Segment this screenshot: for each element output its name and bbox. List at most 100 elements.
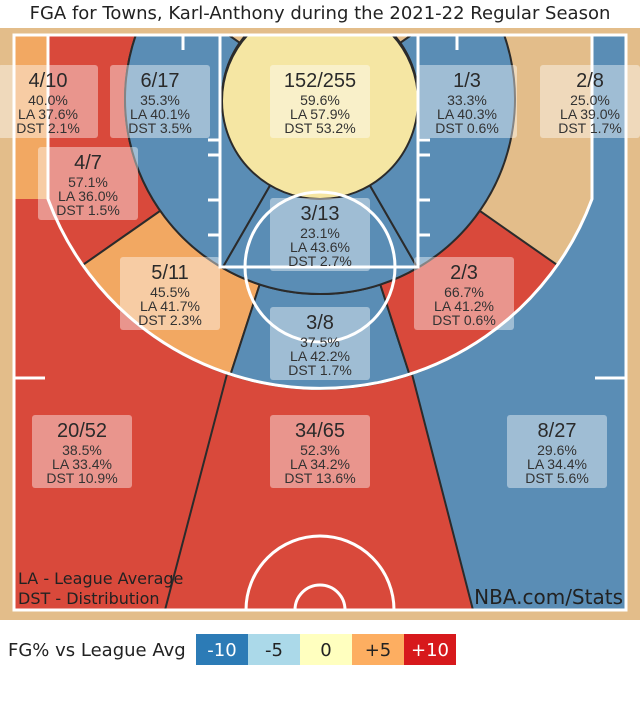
zone-made-att: 4/10 — [29, 70, 68, 92]
legend-swatch — [196, 634, 248, 665]
label-box — [507, 415, 607, 488]
legend-item: -5 — [248, 634, 300, 665]
zone-pct: 66.7% — [444, 284, 484, 300]
zone-dst: DST 1.5% — [56, 202, 120, 218]
center-circle-outer — [244, 534, 396, 611]
divider-right — [411, 373, 474, 611]
zone-la: LA 41.2% — [434, 298, 494, 314]
paint — [218, 33, 420, 269]
label-box — [270, 307, 370, 380]
legend-item-label: -10 — [207, 640, 236, 661]
zone-la: LA 41.7% — [140, 298, 200, 314]
zone-made-att: 3/13 — [301, 203, 340, 225]
label-box — [414, 257, 514, 330]
zone-made-att: 3/8 — [306, 312, 334, 334]
zone-la: LA 34.2% — [290, 456, 350, 472]
zone-corner3_left — [14, 35, 48, 199]
legend-swatch — [248, 634, 300, 665]
zone-la: LA 36.0% — [58, 188, 118, 204]
zone-la: LA 42.2% — [290, 348, 350, 364]
label-box — [270, 198, 370, 271]
legend-swatch — [404, 634, 456, 665]
zone-dst: DST 1.7% — [558, 120, 622, 136]
zone-dst: DST 3.5% — [128, 120, 192, 136]
legend-item-label: 0 — [320, 640, 331, 661]
zone-corner3_right — [592, 35, 626, 199]
zone-dst: DST 2.7% — [288, 253, 352, 269]
label-box — [270, 65, 370, 138]
legend-item-label: -5 — [265, 640, 283, 661]
zone-dst: DST 13.6% — [284, 470, 355, 486]
legend: -10 -5 0 +5 +10 — [196, 634, 456, 665]
zone-made-att: 2/8 — [576, 70, 604, 92]
label-box — [120, 257, 220, 330]
legend-item: +5 — [352, 634, 404, 665]
zone-la: LA 40.1% — [130, 106, 190, 122]
zone-la: LA 43.6% — [290, 239, 350, 255]
zone-la: LA 40.3% — [437, 106, 497, 122]
three-point-line — [46, 35, 594, 390]
zone-la: LA 34.4% — [527, 456, 587, 472]
zone-label-mid16_24_left_baseline: 4/757.1%LA 36.0%DST 1.5% — [38, 147, 138, 220]
label-box — [0, 65, 98, 138]
zone-pct: 45.5% — [150, 284, 190, 300]
zone-made-att: 1/3 — [453, 70, 481, 92]
zone-pct: 52.3% — [300, 442, 340, 458]
legend-item-label: +10 — [411, 640, 449, 661]
chart-title: FGA for Towns, Karl-Anthony during the 2… — [30, 3, 611, 24]
zone-dst: DST 53.2% — [284, 120, 355, 136]
zone-pct: 23.1% — [300, 225, 340, 241]
note-league-average: LA - League Average — [18, 569, 183, 588]
zone-pct: 40.0% — [28, 92, 68, 108]
zone-label-mid16_24_right_wing: 2/366.7%LA 41.2%DST 0.6% — [414, 257, 514, 330]
label-box — [540, 65, 640, 138]
zone-made-att: 4/7 — [74, 152, 102, 174]
zone-dst: DST 1.7% — [288, 362, 352, 378]
court-lines — [12, 33, 628, 612]
free-throw-circle-bottom — [243, 190, 397, 268]
zones-layer — [14, 35, 626, 611]
zone-made-att: 34/65 — [295, 420, 345, 442]
zone-la: LA 39.0% — [560, 106, 620, 122]
zone-made-att: 20/52 — [57, 420, 107, 442]
zone-above_break3_center — [165, 199, 473, 610]
free-throw-circle-top — [243, 266, 397, 344]
zone-made-att: 2/3 — [450, 262, 478, 284]
label-box — [38, 147, 138, 220]
zone-made-att: 152/255 — [284, 70, 356, 92]
zone-label-corner3_right: 2/825.0%LA 39.0%DST 1.7% — [540, 65, 640, 138]
legend-label: FG% vs League Avg — [8, 640, 186, 661]
zone-pct: 33.3% — [447, 92, 487, 108]
legend-swatch — [352, 634, 404, 665]
legend-item: -10 — [196, 634, 248, 665]
zone-made-att: 8/27 — [538, 420, 577, 442]
zone-pct: 25.0% — [570, 92, 610, 108]
legend-item: 0 — [300, 634, 352, 665]
label-box — [270, 415, 370, 488]
zone-pct: 37.5% — [300, 334, 340, 350]
zone-dst: DST 0.6% — [432, 312, 496, 328]
legend-item-label: +5 — [365, 640, 392, 661]
zone-la: LA 33.4% — [52, 456, 112, 472]
zone-pct: 38.5% — [62, 442, 102, 458]
zone-dst: DST 10.9% — [46, 470, 117, 486]
zone-dst: DST 0.6% — [435, 120, 499, 136]
zone-pct: 57.1% — [68, 174, 108, 190]
zone-la: LA 57.9% — [290, 106, 350, 122]
note-distribution: DST - Distribution — [18, 589, 160, 608]
zone-dst: DST 2.3% — [138, 312, 202, 328]
label-box — [417, 65, 517, 138]
zone-pct: 59.6% — [300, 92, 340, 108]
zone-dst: DST 5.6% — [525, 470, 589, 486]
source-label: NBA.com/Stats — [474, 585, 623, 609]
center-circle-inner — [293, 583, 347, 611]
